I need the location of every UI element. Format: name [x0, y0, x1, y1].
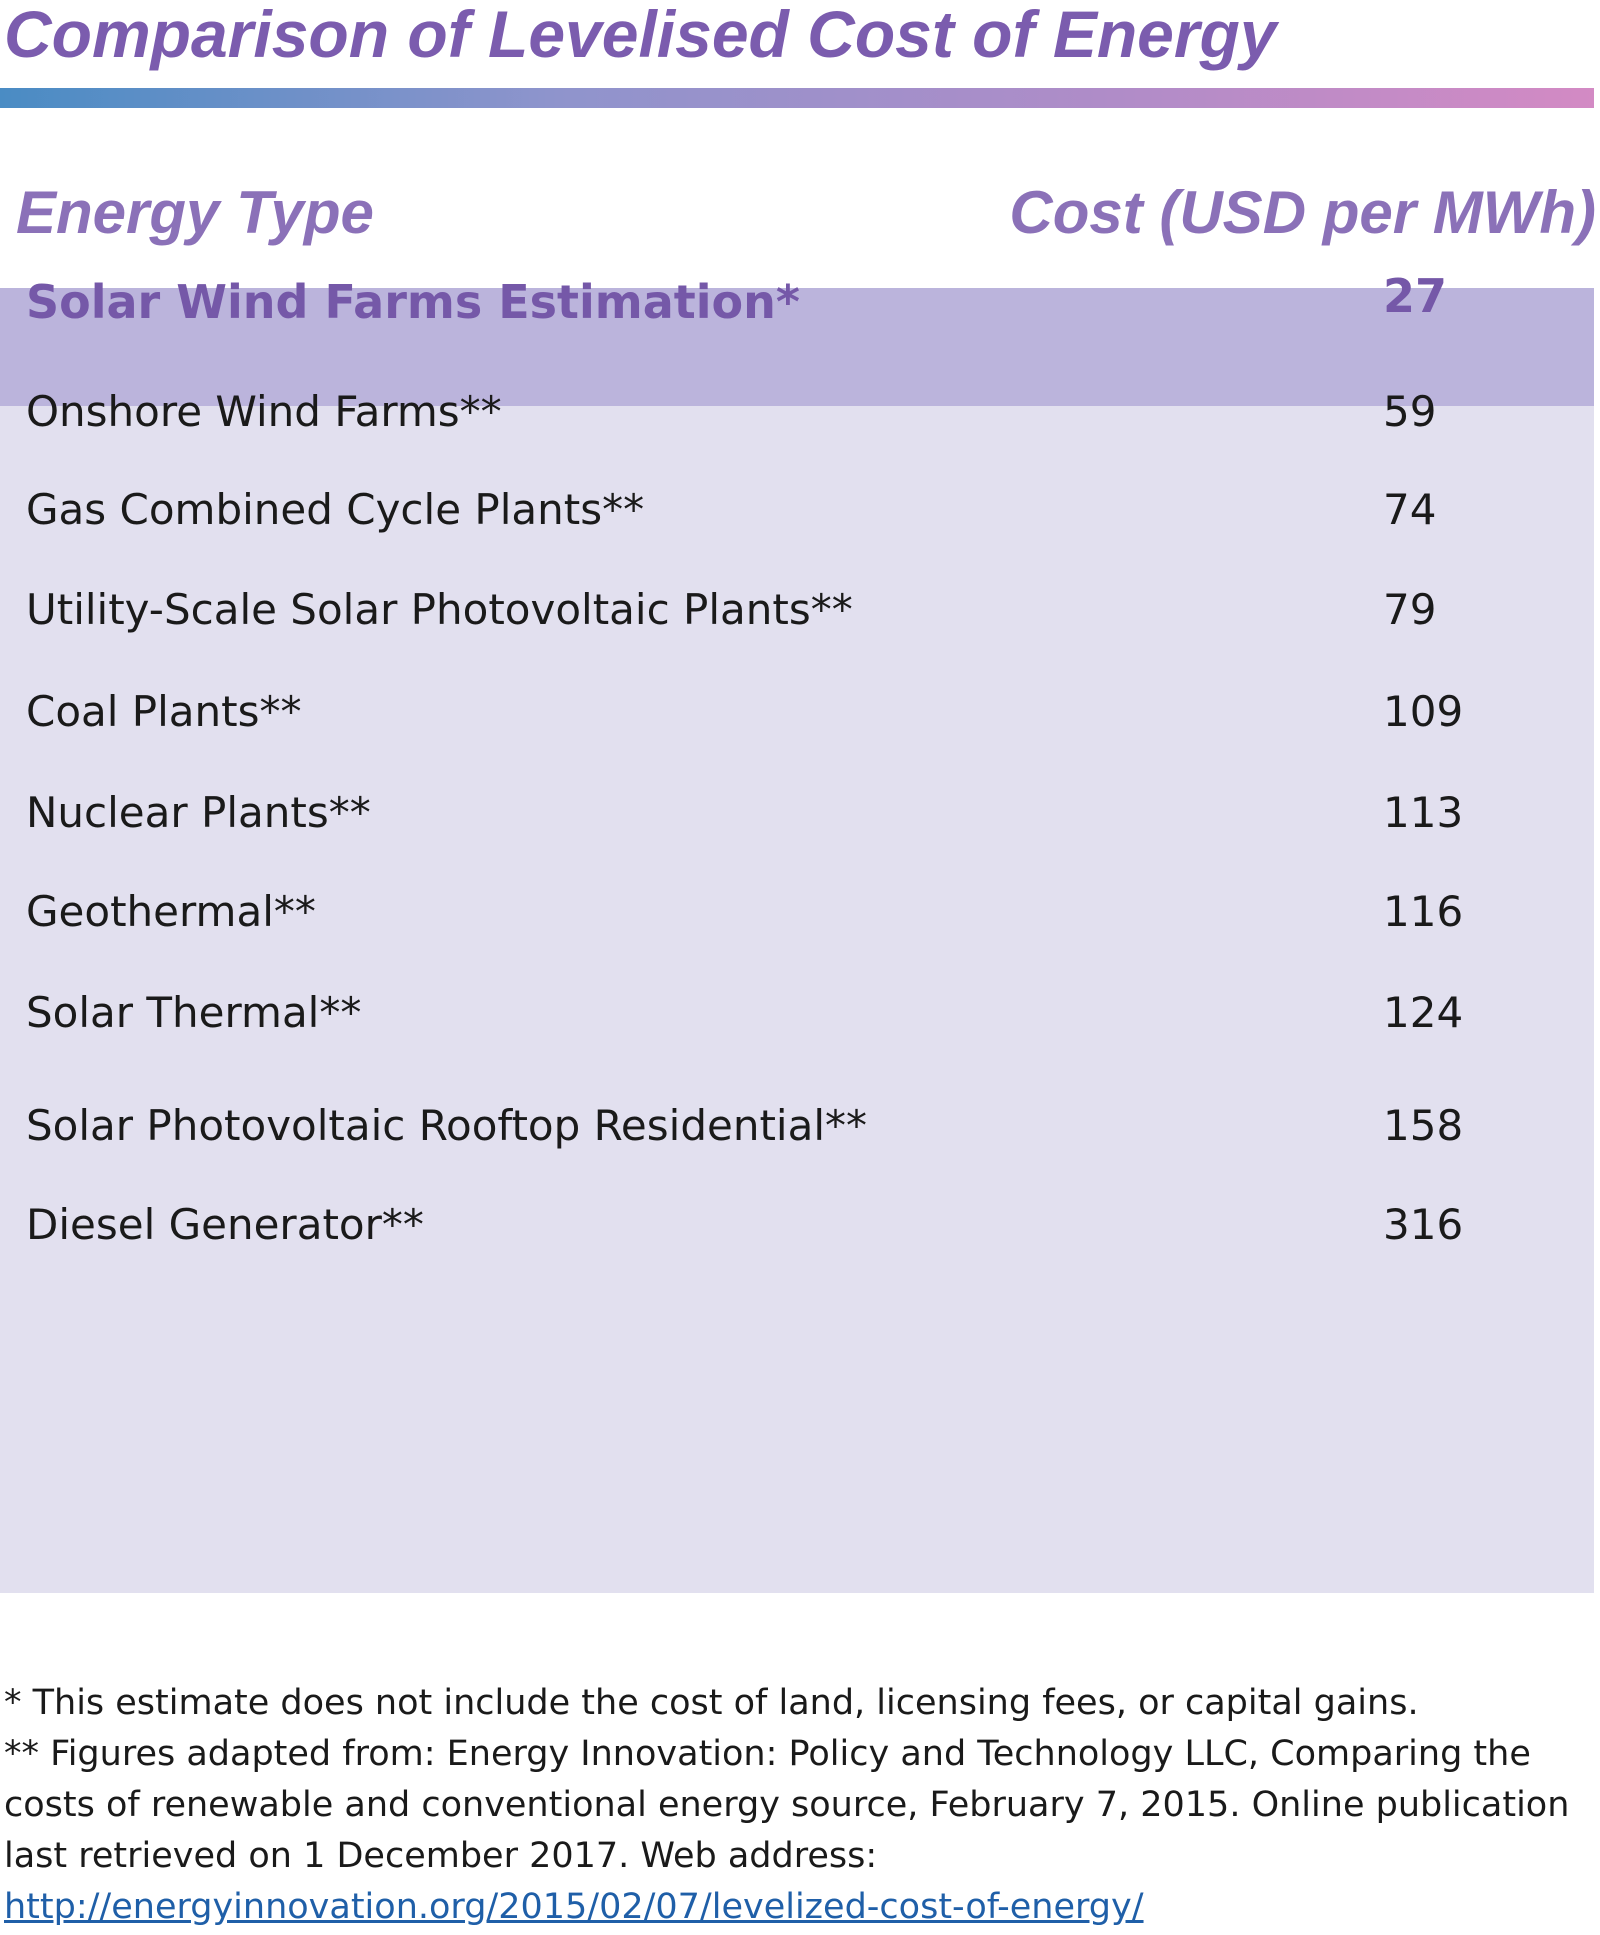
table-row: Gas Combined Cycle Plants** 74: [0, 465, 1594, 555]
energy-type-label: Onshore Wind Farms**: [26, 387, 502, 436]
energy-type-label: Nuclear Plants**: [26, 788, 371, 837]
chart-title: Comparison of Levelised Cost of Energy: [4, 0, 1277, 71]
table-row: Diesel Generator** 316: [0, 1180, 1594, 1270]
cost-value: 74: [1383, 485, 1437, 534]
cost-value: 27: [1383, 269, 1448, 323]
cost-value: 316: [1383, 1200, 1464, 1249]
cost-value: 113: [1383, 788, 1464, 837]
footnote-source-text: ** Figures adapted from: Energy Innovati…: [4, 1734, 1570, 1876]
source-link[interactable]: http://energyinnovation.org/2015/02/07/l…: [4, 1887, 1144, 1927]
cost-value: 109: [1383, 687, 1464, 736]
cost-value: 124: [1383, 988, 1464, 1037]
energy-type-label: Diesel Generator**: [26, 1200, 424, 1249]
energy-type-label: Solar Wind Farms Estimation*: [26, 275, 800, 329]
column-header-cost: Cost (USD per MWh): [1009, 179, 1596, 246]
energy-type-label: Geothermal**: [26, 887, 316, 936]
title-gradient-rule: [0, 88, 1594, 108]
table-row: Coal Plants** 109: [0, 667, 1594, 757]
column-header-energy-type: Energy Type: [16, 179, 374, 246]
cost-value: 79: [1383, 585, 1437, 634]
table-row: Utility-Scale Solar Photovoltaic Plants*…: [0, 565, 1594, 655]
cost-value: 116: [1383, 887, 1464, 936]
cost-value: 59: [1383, 387, 1437, 436]
cost-table: Solar Wind Farms Estimation* 27 Onshore Wi…: [0, 269, 1594, 1593]
table-row-highlighted: Solar Wind Farms Estimation* 27: [0, 269, 1594, 406]
table-row: Geothermal** 116: [0, 867, 1594, 957]
table-row: Solar Photovoltaic Rooftop Residential**…: [0, 1081, 1594, 1171]
footnote-single-asterisk: * This estimate does not include the cos…: [4, 1683, 1419, 1723]
energy-type-label: Gas Combined Cycle Plants**: [26, 485, 645, 534]
cost-value: 158: [1383, 1101, 1464, 1150]
energy-type-label: Solar Photovoltaic Rooftop Residential**: [26, 1101, 867, 1150]
footnote-double-asterisk: ** Figures adapted from: Energy Innovati…: [4, 1729, 1594, 1933]
energy-type-label: Utility-Scale Solar Photovoltaic Plants*…: [26, 585, 853, 634]
table-row: Onshore Wind Farms** 59: [0, 367, 1594, 457]
table-row: Nuclear Plants** 113: [0, 768, 1594, 858]
energy-type-label: Coal Plants**: [26, 687, 302, 736]
table-row: Solar Thermal** 124: [0, 968, 1594, 1058]
energy-type-label: Solar Thermal**: [26, 988, 362, 1037]
footnotes: * This estimate does not include the cos…: [4, 1678, 1594, 1933]
